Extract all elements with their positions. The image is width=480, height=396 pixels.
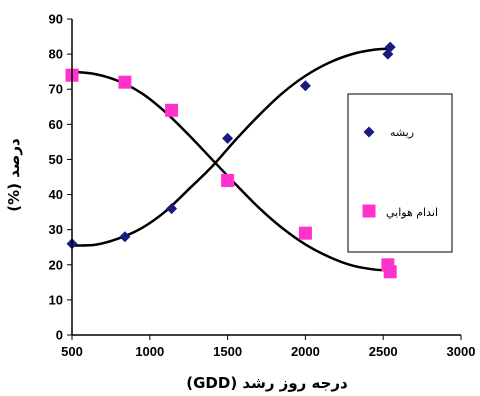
x-tick-label: 2500 [369,344,398,359]
data-point-square [383,265,397,279]
x-tick-label: 2000 [291,344,320,359]
trend-line-1 [71,70,390,272]
legend: ريشه اندام هوايي [347,93,453,253]
y-tick-label: 70 [49,82,63,97]
data-point-diamond [384,41,396,53]
legend-marker-roots [363,126,375,138]
legend-box [347,93,453,253]
data-point-diamond [299,80,311,92]
x-tick-label: 3000 [447,344,476,359]
legend-marker-shoots [362,204,376,218]
legend-label-roots: ريشه [390,126,414,139]
data-point-diamond [119,231,131,243]
y-tick-label: 80 [49,47,63,62]
data-markers [65,41,397,279]
y-tick-label: 0 [56,328,63,343]
data-point-diamond [166,203,178,215]
x-tick-label: 500 [61,344,83,359]
y-tick-label: 20 [49,257,63,272]
data-point-square [221,174,235,188]
y-tick-label: 90 [49,12,63,27]
y-tick-label: 10 [49,292,63,307]
x-tick-label: 1000 [135,344,164,359]
data-point-square [298,226,312,240]
data-point-diamond [222,132,234,144]
y-tick-label: 30 [49,222,63,237]
data-point-square [118,75,132,89]
axes: 500 1000 1500 2000 2500 3000 0 10 20 30 40 50 60 70 80… [49,12,476,360]
y-tick-label: 40 [49,187,63,202]
x-axis-title: درجه روز رشد (GDD) [186,374,348,392]
y-tick-label: 60 [49,117,63,132]
legend-label-shoots: اندام هوايي [386,206,438,219]
data-point-square [165,103,179,117]
legend-diamond [363,126,375,138]
legend-square [362,204,376,218]
y-tick-label: 50 [49,152,63,167]
y-axis-title: درصد (%) [5,138,23,212]
x-tick-label: 1500 [213,344,242,359]
